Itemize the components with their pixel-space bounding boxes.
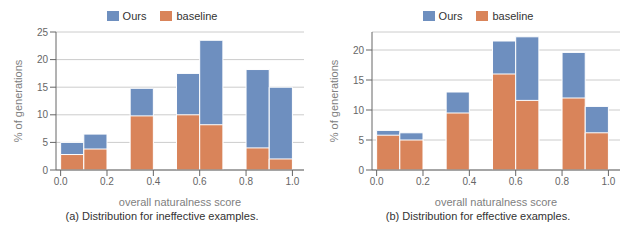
- html-text:(a) Distribution for ineffecti: (a) Distribution for ineffective example…: [65, 210, 259, 222]
- html-text:baseline: baseline: [492, 10, 534, 22]
- svg-text:25: 25: [37, 27, 49, 38]
- svg-text:10: 10: [37, 109, 49, 120]
- svg-text:15: 15: [37, 82, 49, 93]
- html-text:Ours: Ours: [438, 10, 463, 22]
- svg-text:20: 20: [353, 45, 365, 56]
- html-text:baseline: baseline: [176, 10, 218, 22]
- html-text:(b) Distribution for effective: (b) Distribution for effective examples.: [385, 210, 571, 222]
- svg-text:0.2: 0.2: [416, 176, 430, 187]
- svg-text:0.4: 0.4: [146, 176, 160, 187]
- svg-text:0: 0: [358, 165, 364, 176]
- svg-text:15: 15: [353, 75, 365, 86]
- svg-text:0.8: 0.8: [555, 176, 569, 187]
- html-text:Ours: Ours: [122, 10, 147, 22]
- svg-text:% of generations: % of generations: [328, 59, 340, 142]
- svg-text:0: 0: [42, 165, 48, 176]
- svg-text:0.6: 0.6: [509, 176, 523, 187]
- svg-text:5: 5: [42, 137, 48, 148]
- svg-text:20: 20: [37, 54, 49, 65]
- svg-text:0.0: 0.0: [370, 176, 384, 187]
- svg-text:% of generations: % of generations: [12, 59, 24, 142]
- svg-text:0.8: 0.8: [239, 176, 253, 187]
- svg-text:0.6: 0.6: [193, 176, 207, 187]
- svg-text:overall naturalness score: overall naturalness score: [435, 196, 557, 208]
- svg-text:1.0: 1.0: [285, 176, 299, 187]
- svg-text:1.0: 1.0: [601, 176, 615, 187]
- svg-text:5: 5: [358, 135, 364, 146]
- svg-text:0.2: 0.2: [100, 176, 114, 187]
- svg-text:10: 10: [353, 105, 365, 116]
- svg-text:overall naturalness score: overall naturalness score: [119, 196, 241, 208]
- svg-text:0.0: 0.0: [54, 176, 68, 187]
- svg-text:0.4: 0.4: [462, 176, 476, 187]
